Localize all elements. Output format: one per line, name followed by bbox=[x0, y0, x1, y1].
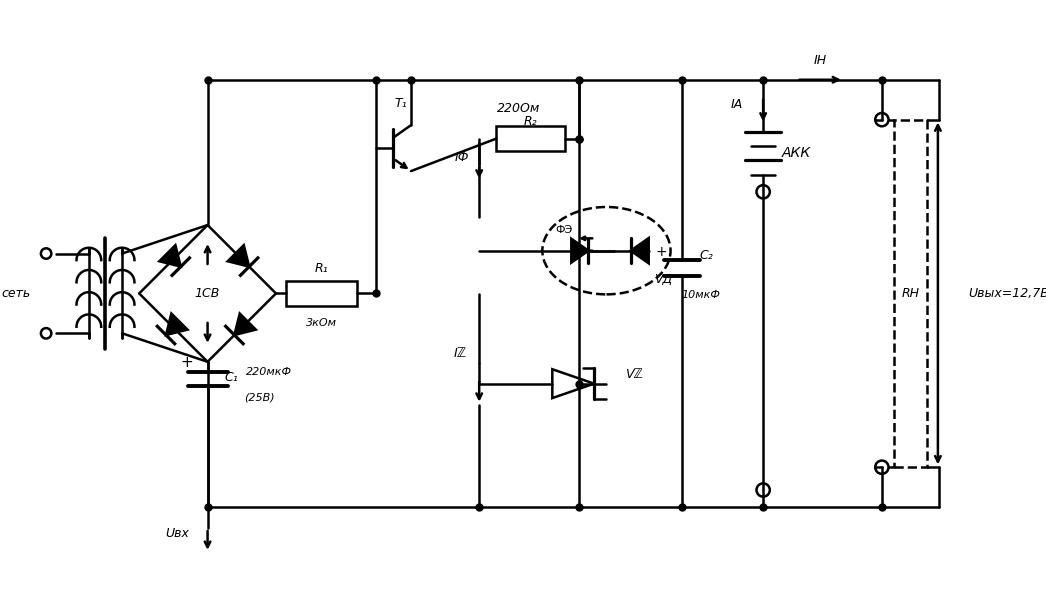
Text: (25В): (25В) bbox=[245, 393, 275, 403]
Text: Uвх: Uвх bbox=[165, 527, 189, 540]
Text: 1СВ: 1СВ bbox=[195, 287, 221, 300]
Bar bbox=[286, 280, 357, 306]
Text: 10мкФ: 10мкФ bbox=[682, 290, 721, 300]
Text: VД: VД bbox=[655, 273, 673, 286]
Text: IФ: IФ bbox=[455, 151, 470, 164]
Text: 220Ом: 220Ом bbox=[498, 103, 541, 115]
Text: R₂: R₂ bbox=[524, 115, 538, 128]
Polygon shape bbox=[166, 314, 187, 335]
Text: T₁: T₁ bbox=[394, 97, 407, 110]
Bar bbox=[496, 126, 565, 151]
Text: 3кОм: 3кОм bbox=[306, 318, 337, 329]
Text: +: + bbox=[656, 245, 667, 259]
Polygon shape bbox=[234, 314, 256, 335]
Text: Vℤ: Vℤ bbox=[626, 368, 643, 380]
Text: IН: IН bbox=[814, 54, 826, 68]
Text: +: + bbox=[180, 355, 194, 370]
Polygon shape bbox=[552, 369, 594, 398]
Bar bbox=[894, 119, 927, 467]
Text: 220мкФ: 220мкФ bbox=[246, 367, 293, 377]
Text: АКК: АКК bbox=[781, 146, 811, 160]
Polygon shape bbox=[571, 239, 589, 263]
Text: сеть: сеть bbox=[1, 287, 30, 300]
Polygon shape bbox=[228, 245, 249, 267]
Text: C₂: C₂ bbox=[700, 249, 713, 262]
Text: R₁: R₁ bbox=[315, 262, 328, 275]
Text: C₁: C₁ bbox=[225, 370, 238, 384]
Text: Iℤ: Iℤ bbox=[454, 347, 467, 360]
Text: IА: IА bbox=[730, 98, 743, 111]
Text: RН: RН bbox=[902, 287, 919, 300]
Text: Uвых=12,7В: Uвых=12,7В bbox=[969, 287, 1046, 300]
Polygon shape bbox=[159, 245, 181, 267]
Polygon shape bbox=[631, 238, 649, 264]
Text: ФЭ: ФЭ bbox=[555, 225, 572, 235]
